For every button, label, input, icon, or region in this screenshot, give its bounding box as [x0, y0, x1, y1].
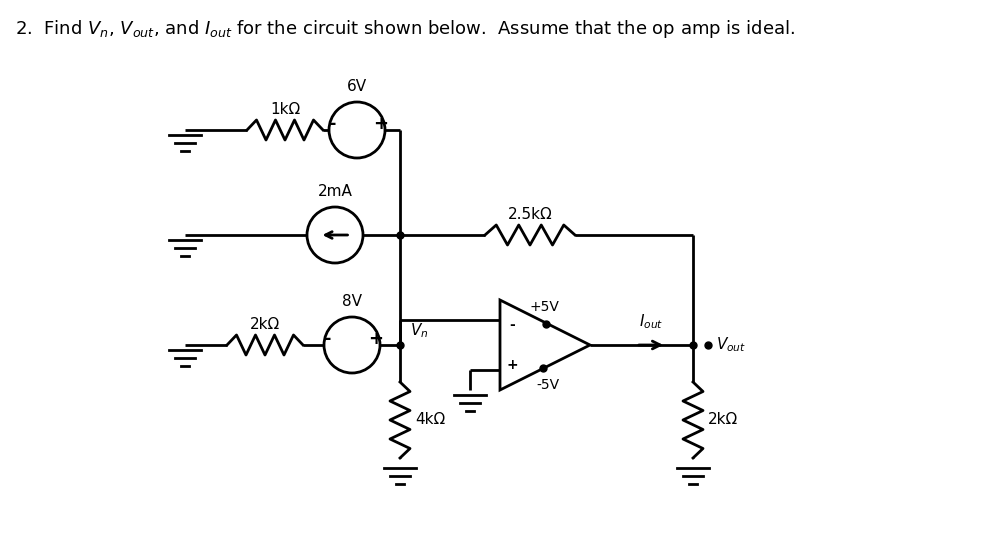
Text: $V_{out}$: $V_{out}$	[716, 335, 746, 354]
Text: +5V: +5V	[529, 300, 559, 314]
Text: 1kΩ: 1kΩ	[270, 102, 300, 117]
Text: $V_n$: $V_n$	[410, 321, 429, 340]
Text: 2mA: 2mA	[318, 184, 352, 199]
Text: +: +	[369, 330, 384, 348]
Text: 2.5kΩ: 2.5kΩ	[507, 207, 552, 222]
Text: -: -	[324, 330, 332, 348]
Text: 4kΩ: 4kΩ	[415, 412, 446, 427]
Text: -5V: -5V	[536, 378, 559, 392]
Text: $I_{out}$: $I_{out}$	[639, 312, 663, 331]
Text: -: -	[509, 318, 514, 332]
Text: -: -	[329, 115, 337, 133]
Text: 8V: 8V	[342, 294, 362, 309]
Text: 2.  Find $V_n$, $V_{out}$, and $I_{out}$ for the circuit shown below.  Assume th: 2. Find $V_n$, $V_{out}$, and $I_{out}$ …	[15, 18, 796, 40]
Text: +: +	[506, 358, 517, 372]
Text: 2kΩ: 2kΩ	[708, 412, 738, 427]
Text: +: +	[374, 115, 389, 133]
Text: 6V: 6V	[347, 79, 367, 94]
Text: 2kΩ: 2kΩ	[250, 317, 280, 332]
